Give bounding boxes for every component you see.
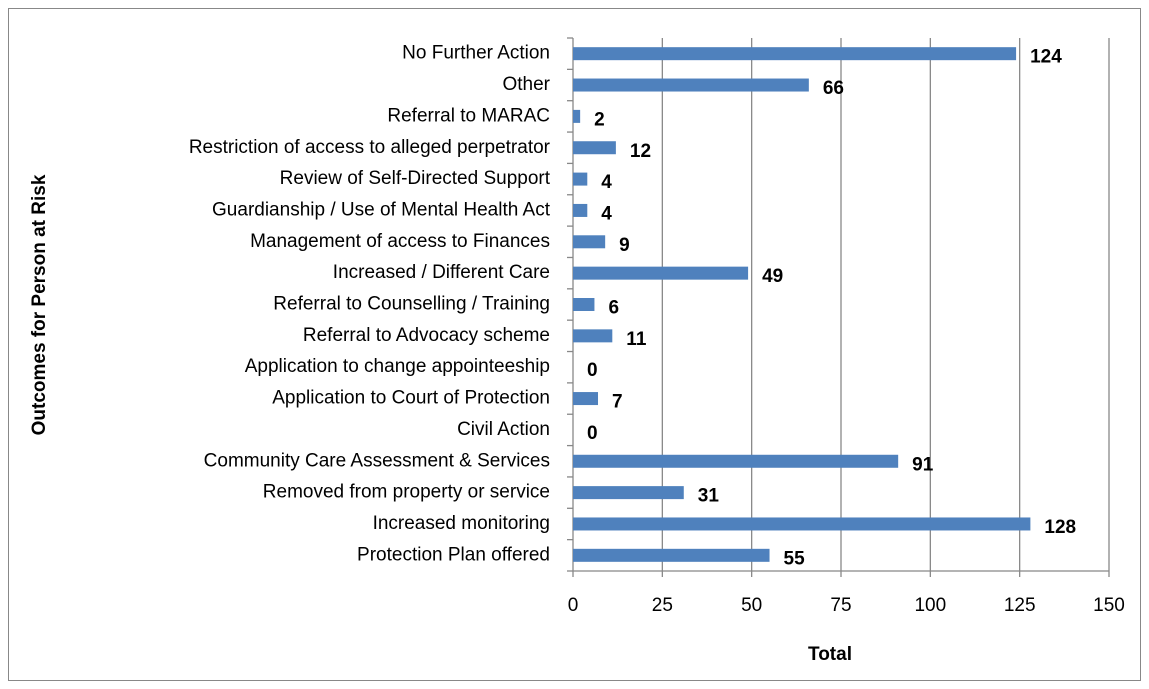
bar [573,486,684,500]
y-tick-label: No Further Action [402,43,550,64]
x-tick-label: 150 [1093,595,1125,616]
y-tick-label: Increased / Different Care [333,262,550,283]
y-tick-label: Application to Court of Protection [272,388,550,409]
y-tick-label: Protection Plan offered [357,544,550,565]
chart-frame [8,8,1141,681]
value-label: 9 [619,235,630,256]
value-label: 124 [1030,47,1062,68]
y-axis-title: Outcomes for Person at Risk [29,174,50,435]
bar [573,109,581,123]
bar [573,235,606,249]
bar [573,329,613,343]
bar [573,392,599,406]
y-tick-label: Review of Self-Directed Support [280,168,551,189]
bar [573,548,770,562]
bar [573,203,588,217]
value-label: 66 [823,78,844,99]
value-label: 2 [594,109,605,130]
value-label: 0 [587,423,598,444]
y-tick-label: Increased monitoring [373,513,550,534]
x-tick-label: 125 [1004,595,1036,616]
value-label: 4 [601,172,612,193]
y-tick-label: Restriction of access to alleged perpetr… [189,137,551,158]
x-axis-title: Total [808,644,852,665]
bar [573,454,899,468]
value-label: 0 [587,360,598,381]
x-tick-label: 75 [830,595,851,616]
value-label: 91 [912,454,934,475]
value-label: 128 [1044,517,1076,538]
y-tick-label: Community Care Assessment & Services [204,450,550,471]
y-tick-label: Civil Action [457,419,550,440]
value-label: 6 [608,298,619,319]
bar [573,47,1017,61]
x-tick-label: 100 [914,595,946,616]
y-tick-label: Other [502,74,550,95]
y-tick-label: Guardianship / Use of Mental Health Act [212,199,551,220]
value-label: 55 [784,548,806,569]
value-label: 12 [630,141,651,162]
x-tick-label: 50 [741,595,762,616]
y-tick-label: Application to change appointeeship [245,356,550,377]
y-tick-label: Management of access to Finances [250,231,550,252]
x-tick-label: 25 [652,595,673,616]
bar [573,298,595,311]
y-tick-label: Referral to Counselling / Training [273,294,550,315]
value-label: 31 [698,486,720,507]
bar [573,266,749,280]
bar [573,172,588,186]
value-label: 7 [612,392,623,413]
value-label: 11 [626,329,647,350]
bar [573,517,1031,531]
y-tick-label: Removed from property or service [263,482,550,503]
bar [573,78,809,92]
x-tick-label: 0 [568,595,579,616]
y-tick-label: Referral to Advocacy scheme [303,325,550,346]
bar [573,141,616,155]
value-label: 49 [762,266,783,287]
value-label: 4 [601,203,612,224]
y-tick-label: Referral to MARAC [387,105,550,126]
